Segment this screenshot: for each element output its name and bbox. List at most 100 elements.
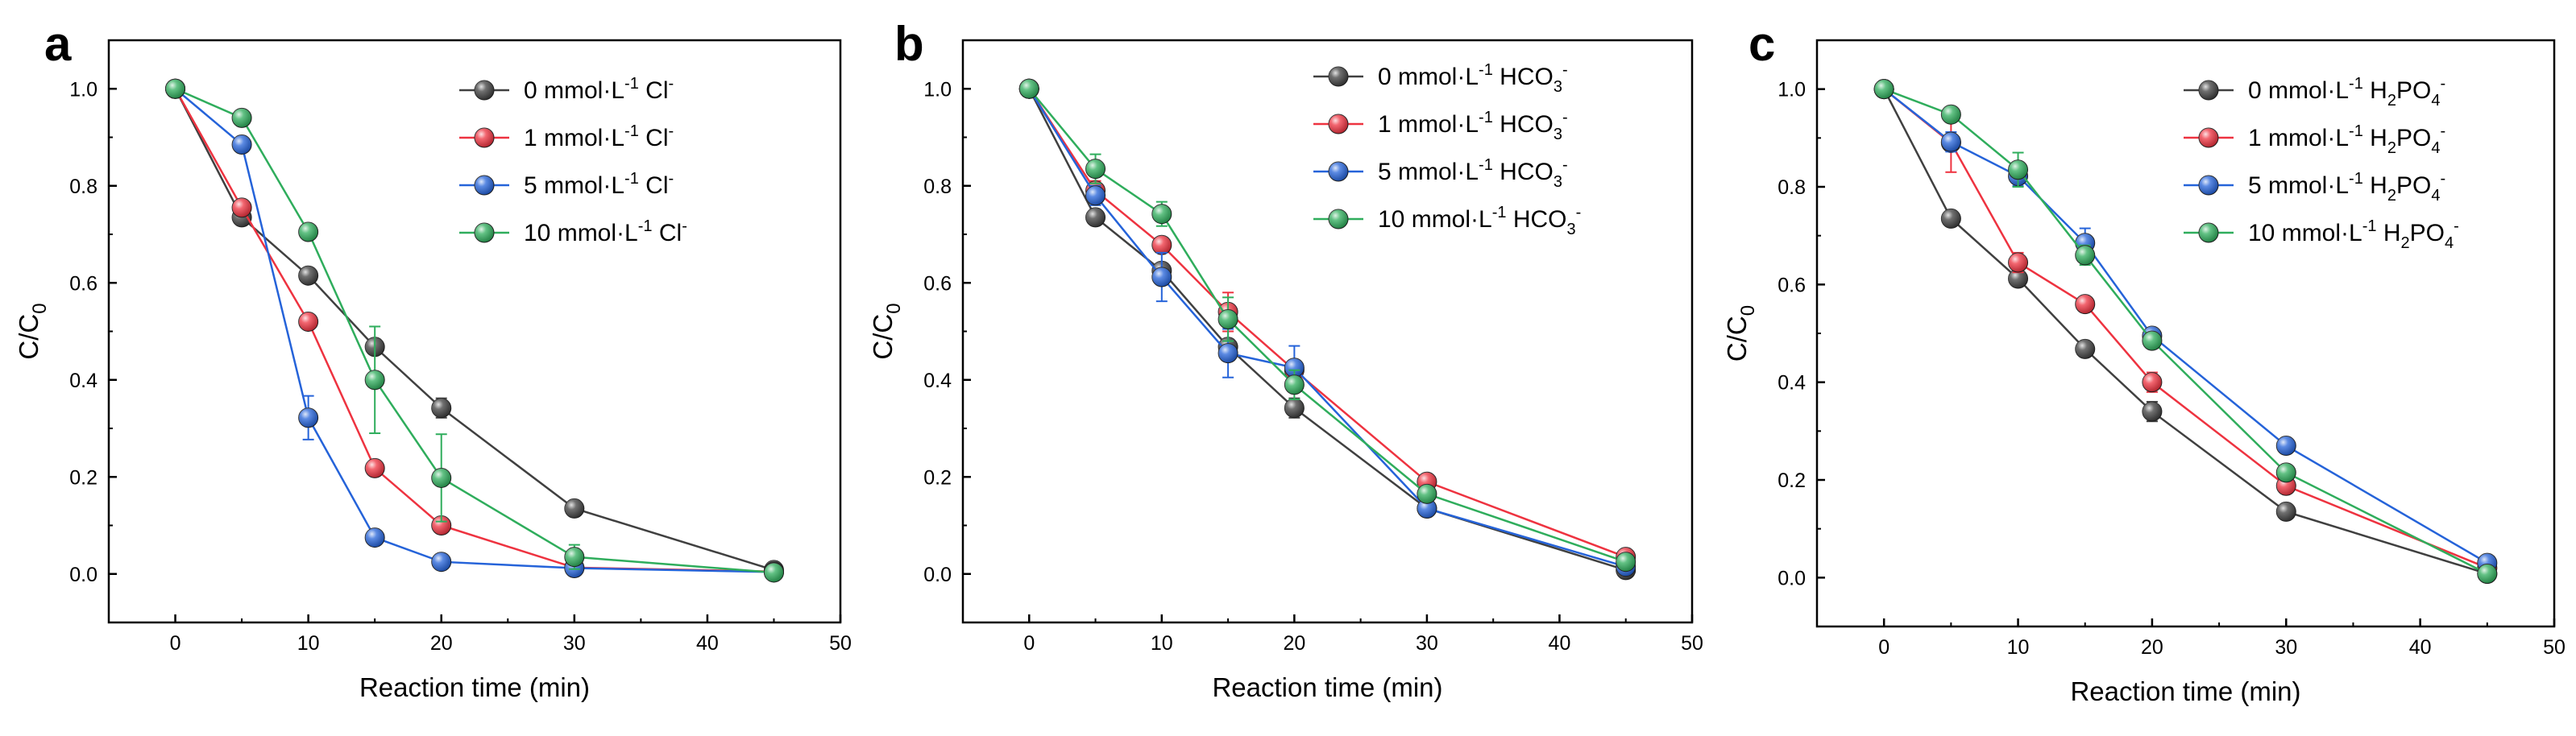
data-point-shading xyxy=(2008,253,2028,273)
legend-label-ion: HCO xyxy=(1493,159,1553,185)
legend-marker-shading xyxy=(475,176,494,195)
legend-label-subscript: 4 xyxy=(2431,139,2440,157)
x-tick-label: 20 xyxy=(1283,632,1305,655)
legend-label-ion-part: PO xyxy=(2396,125,2431,151)
y-axis-title-subscript: 0 xyxy=(883,303,905,313)
data-point-shading xyxy=(564,547,584,567)
x-tick-label: 40 xyxy=(696,632,719,655)
series-line xyxy=(174,88,774,573)
y-tick-label: 1.0 xyxy=(923,78,952,101)
series-3 xyxy=(165,78,784,583)
legend-label-subscript: 2 xyxy=(2387,139,2396,157)
x-axis-title: Reaction time (min) xyxy=(359,672,590,702)
legend-marker-shading xyxy=(2199,223,2218,242)
data-point-shading xyxy=(2276,502,2296,522)
legend-label-ion: H xyxy=(2363,77,2387,104)
legend-label-charge: - xyxy=(1562,109,1568,126)
series-1 xyxy=(1018,78,1636,568)
data-point-shading xyxy=(1284,398,1305,418)
legend-marker-shading xyxy=(1329,67,1348,86)
legend-label-charge: - xyxy=(2440,75,2445,93)
data-point-shading xyxy=(2142,402,2162,422)
legend-label-charge: - xyxy=(669,75,674,93)
y-tick-label: 0.4 xyxy=(69,370,97,392)
y-tick-label: 1.0 xyxy=(1777,79,1806,101)
data-point-shading xyxy=(1085,185,1105,205)
legend-label-superscript: -1 xyxy=(638,217,653,235)
legend-marker-shading xyxy=(1329,114,1348,134)
legend-label-prefix: 10 mmol·L xyxy=(524,220,638,246)
x-tick-label: 50 xyxy=(1681,632,1703,655)
legend-label-ion-part: PO xyxy=(2396,172,2431,199)
legend-label-ion: H xyxy=(2377,220,2401,246)
legend-label-prefix: 5 mmol·L xyxy=(524,172,624,199)
legend-label-prefix: 0 mmol·L xyxy=(524,77,624,104)
y-tick-label: 0.4 xyxy=(923,370,952,392)
data-point-shading xyxy=(1616,552,1636,572)
legend-label-charge: - xyxy=(2454,217,2459,235)
x-tick-label: 0 xyxy=(1878,636,1889,659)
data-point-shading xyxy=(1019,79,1039,99)
series-3 xyxy=(1018,78,1636,573)
data-point-shading xyxy=(365,370,385,390)
legend-marker-shading xyxy=(1329,209,1348,229)
x-tick-label: 40 xyxy=(2409,636,2432,659)
x-axis-title: Reaction time (min) xyxy=(1212,672,1442,702)
legend-label-subscript: 3 xyxy=(1567,221,1576,238)
data-point-shading xyxy=(1941,132,1961,152)
legend-label-ion: HCO xyxy=(1493,64,1553,90)
legend-label-charge: - xyxy=(682,217,687,235)
legend-label-prefix: 10 mmol·L xyxy=(2248,220,2362,246)
data-point-shading xyxy=(1417,498,1437,519)
series-line xyxy=(1883,89,2488,575)
series-2 xyxy=(1018,78,1636,577)
legend-label-superscript: -1 xyxy=(624,170,639,188)
y-tick-label: 0.6 xyxy=(1777,274,1806,296)
data-point-shading xyxy=(1941,105,1961,125)
legend-label-prefix: 1 mmol·L xyxy=(2248,125,2349,151)
legend-label: 5 mmol·L-1 Cl- xyxy=(524,170,674,199)
data-point-shading xyxy=(2276,462,2296,482)
y-tick-label: 0.2 xyxy=(1777,469,1806,492)
data-point-shading xyxy=(1284,374,1305,395)
data-point-shading xyxy=(1941,209,1961,229)
legend-label: 0 mmol·L-1 HCO3- xyxy=(1378,61,1568,96)
y-axis-title-main: C/C xyxy=(1722,316,1752,362)
panel-a: a 0 10 20 30 40 50 0.0 0.2 0.4 0.6 0.8 1.0 Reaction t… xyxy=(14,17,852,702)
legend-item: 5 mmol·L-1 H2PO4- xyxy=(2184,170,2445,205)
legend-label-subscript: 4 xyxy=(2445,234,2454,252)
legend-label-ion-part: PO xyxy=(2410,220,2445,246)
y-axis-title: C/C0 xyxy=(14,303,51,359)
data-point-shading xyxy=(1874,79,1894,99)
legend: 0 mmol·L-1 HCO3-1 mmol·L-1 HCO3-5 mmol·L… xyxy=(1313,61,1581,238)
data-point-shading xyxy=(165,79,185,99)
y-axis-title: C/C0 xyxy=(868,303,905,359)
x-tick-label: 50 xyxy=(829,632,852,655)
legend-label-superscript: -1 xyxy=(2349,75,2363,93)
legend-label-charge: - xyxy=(1576,204,1582,221)
legend-label-prefix: 5 mmol·L xyxy=(2248,172,2349,199)
data-point-shading xyxy=(1151,235,1172,255)
legend-label-superscript: -1 xyxy=(1479,109,1493,126)
series-0 xyxy=(1018,78,1636,581)
legend-label: 5 mmol·L-1 HCO3- xyxy=(1378,156,1568,191)
legend-label-ion: H xyxy=(2363,125,2387,151)
data-point-shading xyxy=(2075,294,2095,314)
data-point-shading xyxy=(2477,564,2497,584)
legend-label-ion: H xyxy=(2363,172,2387,199)
panel-letter: a xyxy=(44,17,72,71)
y-axis-title-subscript: 0 xyxy=(1737,305,1759,316)
legend-item: 1 mmol·L-1 H2PO4- xyxy=(2184,122,2445,157)
data-point-shading xyxy=(764,562,784,582)
legend-item: 5 mmol·L-1 HCO3- xyxy=(1313,156,1568,191)
y-tick-label: 0.8 xyxy=(69,176,97,198)
legend-marker-shading xyxy=(475,81,494,100)
legend-label-subscript: 3 xyxy=(1553,173,1562,191)
legend-label-prefix: 0 mmol·L xyxy=(2248,77,2349,104)
data-point-shading xyxy=(2142,372,2162,392)
legend-label-superscript: -1 xyxy=(2349,170,2363,188)
series-line xyxy=(1883,88,2488,569)
legend-label-prefix: 1 mmol·L xyxy=(524,125,624,151)
